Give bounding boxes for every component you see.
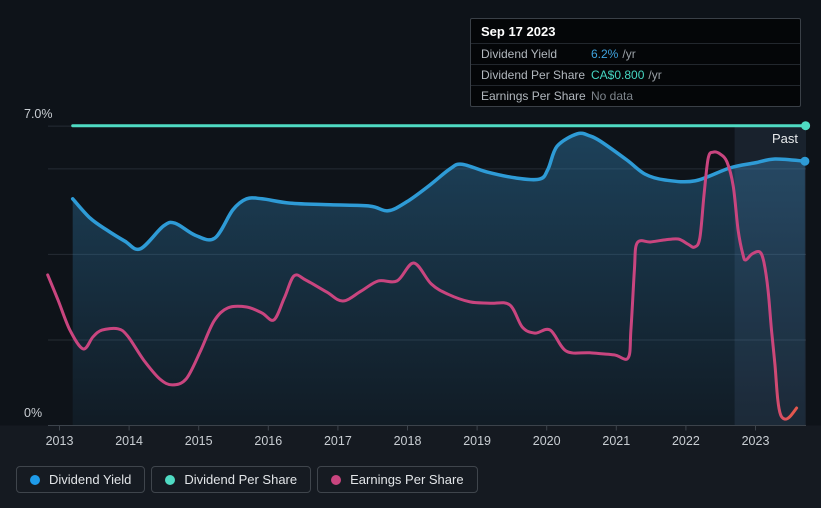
earnings-per-share-dot-icon bbox=[331, 474, 342, 485]
dividend-per-share-end-dot bbox=[801, 121, 811, 131]
legend-label: Dividend Per Share bbox=[184, 472, 298, 487]
tooltip-value-suffix: /yr bbox=[648, 68, 662, 82]
tooltip-label: Dividend Per Share bbox=[481, 68, 586, 82]
x-tick-label-2015: 2015 bbox=[185, 434, 213, 448]
tooltip-row-dividend-per-share: Dividend Per Share CA$0.800 /yr bbox=[471, 64, 800, 85]
tooltip-label: Dividend Yield bbox=[481, 47, 558, 61]
dividend-yield-area bbox=[72, 133, 805, 426]
y-axis-max-label: 7.0% bbox=[24, 107, 53, 121]
legend-item-earnings-per-share[interactable]: Earnings Per Share bbox=[317, 466, 478, 493]
dividend-yield-end-dot bbox=[800, 156, 810, 166]
x-tick-label-2013: 2013 bbox=[46, 434, 74, 448]
tooltip-date: Sep 17 2023 bbox=[481, 24, 556, 39]
tooltip-value: 6.2% bbox=[591, 47, 619, 61]
legend-item-dividend-yield[interactable]: Dividend Yield bbox=[16, 466, 146, 493]
past-period-band bbox=[734, 125, 806, 426]
x-tick-label-2020: 2020 bbox=[533, 434, 561, 448]
tooltip-value: No data bbox=[591, 89, 634, 103]
x-tick-label-2014: 2014 bbox=[115, 434, 143, 448]
y-axis-zero-label: 0% bbox=[24, 406, 42, 420]
legend-label: Earnings Per Share bbox=[350, 472, 464, 487]
tooltip-row-dividend-yield: Dividend Yield 6.2% /yr bbox=[471, 43, 800, 64]
dividend-yield-line bbox=[70, 131, 807, 252]
past-label: Past bbox=[772, 131, 798, 146]
legend-item-dividend-per-share[interactable]: Dividend Per Share bbox=[151, 466, 312, 493]
dividend-per-share-dot-icon bbox=[165, 474, 176, 485]
tooltip-label: Earnings Per Share bbox=[481, 89, 586, 103]
x-tick-label-2021: 2021 bbox=[602, 434, 630, 448]
x-tick-label-2017: 2017 bbox=[324, 434, 352, 448]
x-tick-label-2016: 2016 bbox=[254, 434, 282, 448]
chart-legend: Dividend Yield Dividend Per Share Earnin… bbox=[16, 466, 478, 493]
x-tick-label-2023: 2023 bbox=[742, 434, 770, 448]
x-tick-label-2019: 2019 bbox=[463, 434, 491, 448]
legend-label: Dividend Yield bbox=[49, 472, 132, 487]
tooltip-value-suffix: /yr bbox=[622, 47, 636, 61]
tooltip-value: CA$0.800 bbox=[591, 68, 645, 82]
dividend-yield-dot-icon bbox=[30, 474, 40, 485]
tooltip-row-earnings-per-share: Earnings Per Share No data bbox=[471, 85, 800, 106]
x-tick-label-2022: 2022 bbox=[672, 434, 700, 448]
chart-tooltip: Sep 17 2023 Dividend Yield 6.2% /yr Divi… bbox=[470, 18, 801, 107]
earnings-per-share-line bbox=[46, 150, 799, 421]
x-tick-label-2018: 2018 bbox=[394, 434, 422, 448]
